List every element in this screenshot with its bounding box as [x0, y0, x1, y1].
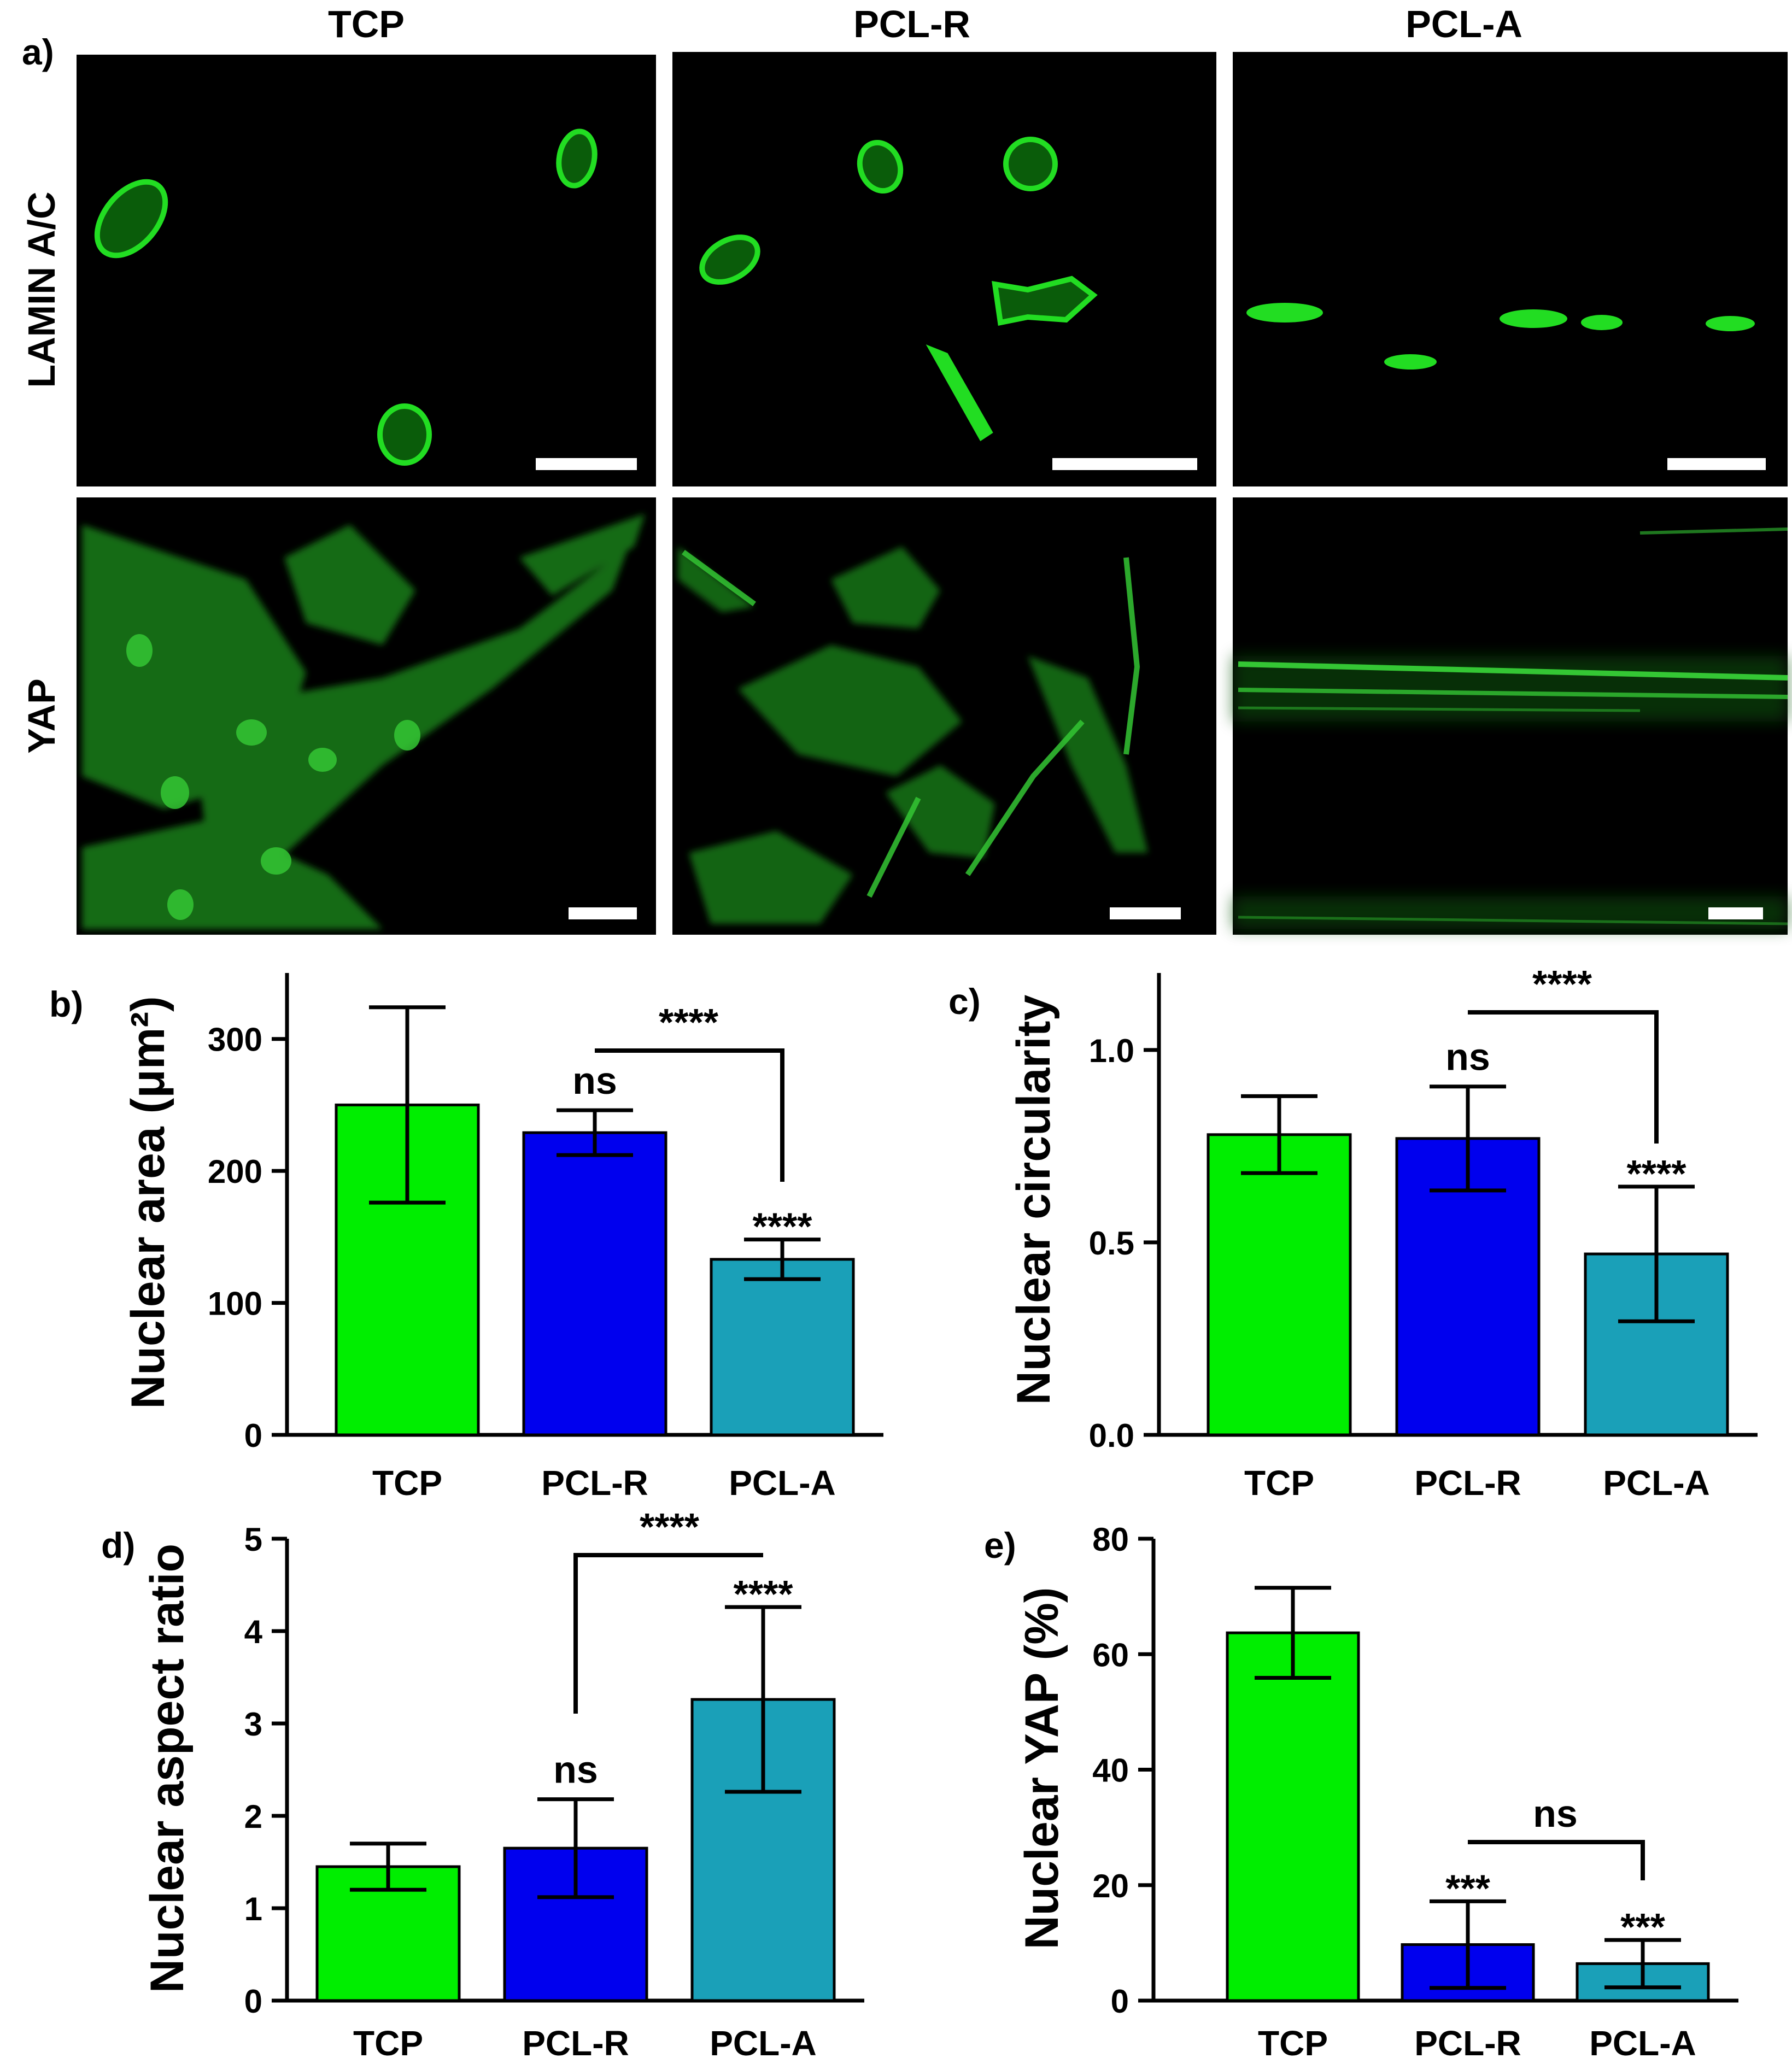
x-tick-label: TCP [353, 2024, 423, 2058]
x-tick-label: PCL-A [729, 1463, 836, 1503]
x-tick-label: TCP [372, 1463, 442, 1503]
x-tick-label: PCL-R [522, 2024, 629, 2058]
micrograph-yap-pcl-r [672, 497, 1216, 935]
y-tick-label: 5 [244, 1521, 262, 1558]
row-label-lamin: LAMIN A/C [20, 191, 63, 388]
comparison-bracket [573, 1553, 763, 1714]
column-header-tcp: TCP [328, 3, 405, 45]
micrograph-yap-pcl-a [1233, 497, 1788, 935]
y-tick-label: 300 [208, 1022, 262, 1058]
bar-pcl-r [522, 1131, 667, 1437]
bar-tcp [1207, 1133, 1352, 1437]
panel-label: c) [948, 981, 981, 1022]
bracket-label: **** [640, 1505, 700, 1548]
significance-label: *** [1620, 1905, 1665, 1948]
micrograph-lamin-tcp [77, 55, 656, 486]
y-tick-label: 20 [1092, 1868, 1129, 1904]
y-tick-label: 0 [244, 1417, 262, 1454]
y-axis-label: Nuclear YAP (%) [1016, 1587, 1068, 1950]
column-header-pcl-r: PCL-R [853, 3, 970, 45]
y-tick-label: 2 [244, 1798, 262, 1835]
panel-label: b) [49, 984, 83, 1024]
significance-label: ns [572, 1059, 617, 1102]
panel-label: e) [984, 1525, 1016, 1566]
scale-bar [1708, 907, 1763, 919]
micrograph-lamin-pcl-r [672, 52, 1216, 486]
significance-label: **** [753, 1205, 813, 1248]
x-tick-label: TCP [1258, 2024, 1328, 2058]
significance-label: ns [553, 1749, 598, 1791]
chart-panel-c: c) Nuclear circularity 0.0 0.5 1.0 TCP PCL-R PC… [948, 963, 1758, 1503]
scale-bar [1052, 458, 1197, 470]
micrograph-lamin-pcl-a [1233, 52, 1788, 486]
x-tick-label: PCL-R [1414, 2024, 1521, 2058]
y-tick-label: 200 [208, 1153, 262, 1190]
x-tick-label: PCL-R [541, 1463, 648, 1503]
y-tick-label: 100 [208, 1286, 262, 1322]
comparison-bracket [1468, 1010, 1659, 1144]
bracket-label: **** [1532, 963, 1592, 1005]
y-tick-label: 0.0 [1089, 1417, 1134, 1454]
comparison-bracket [1468, 1840, 1645, 1880]
x-tick-label: PCL-A [710, 2024, 817, 2058]
panel-a: a) TCP PCL-R PCL-A LAMIN A/C YAP [20, 3, 1788, 935]
bracket-label: ns [1533, 1792, 1578, 1835]
comparison-bracket [595, 1048, 784, 1182]
x-tick-label: PCL-A [1603, 1463, 1710, 1503]
y-axis-label: Nuclear area (μm²) [122, 996, 174, 1409]
column-header-pcl-a: PCL-A [1406, 3, 1522, 45]
y-tick-label: 1 [244, 1891, 262, 1927]
significance-label: **** [1627, 1152, 1687, 1195]
scale-bar [536, 458, 637, 470]
x-tick-label: PCL-A [1589, 2024, 1696, 2058]
bar-tcp [1226, 1631, 1360, 2002]
panel-label: d) [101, 1525, 135, 1566]
y-tick-label: 60 [1092, 1637, 1129, 1673]
scale-bar [569, 907, 637, 919]
bracket-label: **** [659, 1001, 719, 1043]
significance-label: *** [1445, 1867, 1490, 1909]
x-tick-label: TCP [1244, 1463, 1314, 1503]
chart-panel-e: e)Nuclear YAP (%) 0 20 40 60 80 TCP PCL-R PCL-A *… [984, 1521, 1738, 2058]
y-tick-label: 0.5 [1089, 1225, 1134, 1262]
y-tick-label: 0 [244, 1983, 262, 2020]
chart-panel-b: b) Nuclear area (μm²) 0 100 200 300 TCP PCL-R PC… [49, 973, 883, 1503]
scale-bar [1110, 907, 1181, 919]
panel-a-label: a) [22, 32, 54, 72]
y-tick-label: 3 [244, 1706, 262, 1743]
significance-label: ns [1445, 1036, 1490, 1078]
y-tick-label: 1.0 [1089, 1033, 1134, 1069]
scale-bar [1667, 458, 1766, 470]
y-axis-label: Nuclear aspect ratio [141, 1544, 194, 1993]
y-tick-label: 4 [244, 1614, 263, 1650]
x-tick-label: PCL-R [1414, 1463, 1521, 1503]
y-tick-label: 80 [1092, 1521, 1129, 1558]
row-label-yap: YAP [20, 678, 63, 754]
micrograph-yap-tcp [77, 497, 656, 935]
chart-panel-d: d) Nuclear aspect ratio 0 1 2 3 4 5 TCP PCL-R PCL-… [101, 1505, 864, 2058]
y-tick-label: 40 [1092, 1752, 1129, 1789]
significance-label: **** [734, 1573, 794, 1615]
bar-pcl-a [710, 1258, 855, 1437]
y-tick-label: 0 [1111, 1983, 1129, 2020]
y-axis-label: Nuclear circularity [1008, 995, 1060, 1405]
